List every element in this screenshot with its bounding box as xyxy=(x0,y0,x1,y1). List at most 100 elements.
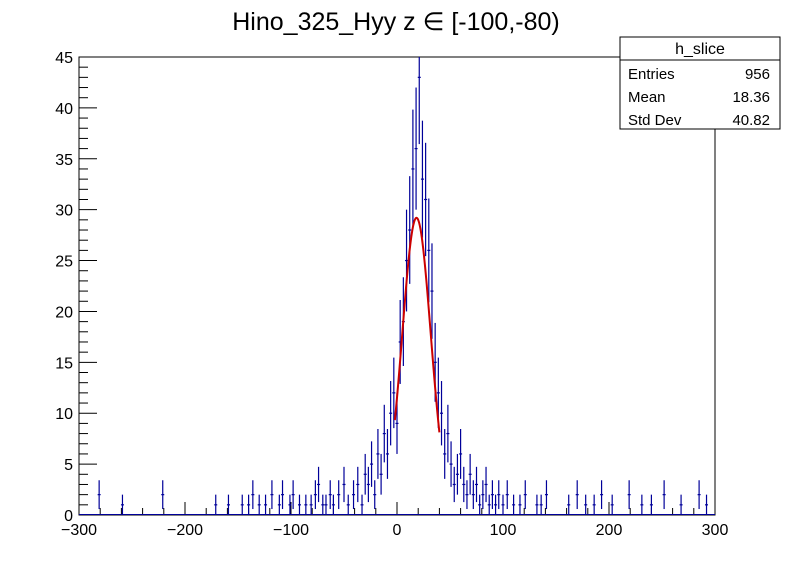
histogram-bin xyxy=(277,494,281,515)
gaussian-fit-curve xyxy=(393,216,441,433)
histogram-bin xyxy=(373,480,377,510)
histogram-bin xyxy=(304,494,308,515)
histogram-bin xyxy=(342,466,346,503)
stats-row-label: Mean xyxy=(628,89,666,106)
histogram-bin xyxy=(226,494,230,515)
histogram-bin xyxy=(535,494,539,515)
histogram-bin xyxy=(584,494,588,515)
stats-row-value: 40.82 xyxy=(732,112,770,129)
stats-row-value: 18.36 xyxy=(732,89,770,106)
x-tick-label: −300 xyxy=(61,522,97,539)
histogram-bin xyxy=(281,480,285,510)
histogram-bin xyxy=(240,494,244,515)
histogram-bin xyxy=(455,453,459,495)
histogram-bin xyxy=(575,480,579,510)
histogram-bin xyxy=(376,429,380,479)
stats-row-label: Entries xyxy=(628,66,675,83)
x-tick-label: −200 xyxy=(167,522,203,539)
y-tick-label: 10 xyxy=(55,406,73,423)
histogram-bin xyxy=(379,453,383,495)
histogram-bin xyxy=(430,243,434,339)
histogram-bin xyxy=(297,494,301,515)
histogram-bin xyxy=(288,494,292,515)
x-tick-label: 100 xyxy=(490,522,517,539)
histogram-bin xyxy=(512,494,516,515)
histogram-bin xyxy=(610,494,614,515)
histogram-bin xyxy=(459,429,463,479)
histogram-bin xyxy=(411,109,415,229)
histogram-bin xyxy=(309,494,313,515)
histogram-bin xyxy=(539,494,543,515)
histogram-bin xyxy=(544,480,548,510)
histogram-bin xyxy=(97,480,101,510)
histogram-bin xyxy=(627,480,631,510)
x-tick-label: 0 xyxy=(393,522,402,539)
histogram-bin xyxy=(424,142,428,257)
histogram-bin xyxy=(370,441,374,487)
histogram-bin xyxy=(600,480,604,510)
histogram-bin xyxy=(481,480,485,510)
histogram-bin xyxy=(392,357,396,429)
stats-box-frame xyxy=(619,36,781,130)
histogram-bin xyxy=(523,480,527,510)
histogram-bin xyxy=(475,466,478,503)
histogram-bin xyxy=(697,480,701,510)
histogram-bin xyxy=(352,480,356,510)
plot-area: 0 5 10 15 20 25 30 35 40 45 −300 −200 −100 0 100 200 300 xyxy=(55,50,728,539)
y-tick-label: 30 xyxy=(55,203,73,220)
histogram-bin xyxy=(452,466,456,503)
y-tick-label: 45 xyxy=(55,50,73,67)
y-tick-label: 35 xyxy=(55,152,73,169)
histogram-bin xyxy=(427,198,431,303)
histogram-bin xyxy=(337,480,341,510)
histogram-bin xyxy=(640,494,644,515)
histogram-bin xyxy=(331,494,335,515)
histogram-bin xyxy=(446,404,450,463)
histogram-bin xyxy=(313,480,317,510)
histogram-bin xyxy=(360,494,364,515)
histogram-bin xyxy=(324,494,328,515)
histogram-bin xyxy=(501,494,505,515)
histogram-bin xyxy=(363,453,367,495)
histogram-bin xyxy=(414,87,418,210)
y-tick-label: 40 xyxy=(55,101,73,118)
histogram-bin xyxy=(247,494,251,515)
histogram-bin xyxy=(679,494,683,515)
histogram-bin xyxy=(214,494,218,515)
histogram-bin xyxy=(346,494,350,515)
histogram-bin xyxy=(328,480,332,510)
y-tick-label: 5 xyxy=(64,457,73,474)
histogram-bin xyxy=(497,480,501,510)
histogram-bin xyxy=(257,494,261,515)
histogram-bin xyxy=(420,120,424,238)
histogram-bin xyxy=(662,480,666,510)
histogram-bin xyxy=(468,453,472,495)
histogram-bin xyxy=(471,480,475,510)
histogram-bin xyxy=(385,429,389,479)
y-tick-label: 25 xyxy=(55,254,73,271)
histogram-bin xyxy=(382,404,386,463)
histogram-bin xyxy=(251,480,255,510)
histogram-bin xyxy=(449,441,453,487)
stats-box-title: h_slice xyxy=(675,41,725,58)
histogram-bin xyxy=(356,466,360,503)
histogram-bin xyxy=(120,494,124,515)
histogram-bin xyxy=(592,494,596,515)
y-tick-label: 0 xyxy=(64,508,73,525)
stats-row-label: Std Dev xyxy=(628,112,682,129)
x-tick-label: −100 xyxy=(273,522,309,539)
histogram-bin xyxy=(291,480,295,510)
histogram-bin xyxy=(264,494,268,515)
histogram-bin xyxy=(478,494,482,515)
histogram-bin xyxy=(465,480,469,510)
histogram-bin xyxy=(389,381,393,446)
x-tick-label: 300 xyxy=(702,522,729,539)
x-tick-label: 200 xyxy=(596,522,623,539)
chart-title: Hino_325_Hyy z ∈ [-100,-80) xyxy=(232,8,560,36)
histogram-bin xyxy=(494,494,498,515)
y-tick-label: 15 xyxy=(55,355,73,372)
histogram-bin xyxy=(462,466,466,503)
histogram-bin xyxy=(443,429,447,479)
